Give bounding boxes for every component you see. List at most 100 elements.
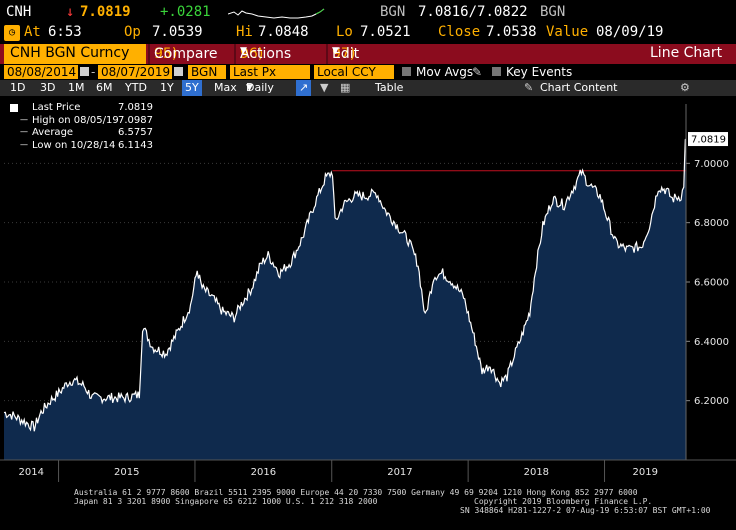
at-time: 6:53	[48, 24, 82, 40]
low-value: 7.0521	[360, 24, 411, 40]
period-max[interactable]: Max	[214, 81, 237, 94]
footer: Australia 61 2 9777 8600 Brazil 5511 239…	[0, 486, 736, 530]
footer-copyright: Copyright 2019 Bloomberg Finance L.P.	[474, 497, 653, 506]
x-axis: 2014 2015 2016 2017 2018 2019	[0, 459, 736, 482]
compare-label: Compare	[154, 46, 218, 62]
legend-low-value: 6.1143	[118, 139, 153, 151]
legend-low: — Low on 10/28/14 6.1143	[10, 139, 153, 153]
compare-number: 95)	[154, 46, 178, 62]
x-tick-label: 2015	[114, 467, 139, 478]
chevron-down-icon: ▼	[246, 83, 253, 93]
x-tick-label: 2014	[19, 467, 44, 478]
draw-icon[interactable]: ▼	[320, 81, 329, 94]
legend-average-value: 6.5757	[118, 127, 153, 138]
chevron-down-icon: ▼	[240, 46, 247, 56]
table-button[interactable]: Table	[375, 81, 404, 94]
edit-number: 97)	[332, 46, 356, 62]
pencil-icon[interactable]: ✎	[472, 65, 483, 79]
mov-avgs-checkbox[interactable]	[402, 67, 411, 76]
legend-average-label: Average	[32, 127, 74, 138]
close-label: Close	[438, 24, 481, 40]
period-1d[interactable]: 1D	[10, 81, 26, 94]
period-ytd[interactable]: YTD	[125, 81, 147, 94]
legend-high-label: High on 08/05/19	[32, 114, 119, 126]
close-value: 7.0538	[486, 24, 537, 40]
actions-label: Actions	[240, 46, 292, 62]
value-date: 08/09/19	[596, 24, 664, 40]
y-tick-label: 6.8000	[694, 218, 729, 229]
currency-select[interactable]: Local CCY	[314, 65, 394, 79]
at-label: At	[24, 24, 41, 40]
last-price-tag: 7.0819	[691, 135, 726, 146]
bid: 7.0816	[418, 4, 469, 20]
legend-swatch	[10, 104, 18, 112]
period-1m[interactable]: 1M	[68, 81, 85, 94]
end-date-input[interactable]: 08/07/2019	[98, 65, 172, 79]
frequency-label: Daily	[246, 81, 274, 94]
chart-legend[interactable]: Last Price 7.0819 — High on 08/05/19 7.0…	[10, 102, 153, 156]
sparkline-icon	[228, 8, 325, 19]
last-price: 7.0819	[80, 4, 131, 20]
period-1y[interactable]: 1Y	[160, 81, 174, 94]
chart-type-title: Line Chart	[650, 45, 723, 61]
footer-serial: SN 348864 H281-1227-2 07-Aug-19 6:53:07 …	[460, 506, 711, 515]
calendar-icon[interactable]	[80, 67, 89, 76]
ask-source: BGN	[540, 4, 566, 20]
line-chart-icon[interactable]: ↗	[296, 80, 312, 96]
date-dash: -	[91, 65, 96, 79]
divider	[148, 44, 150, 64]
start-date-input[interactable]: 08/08/2014	[4, 65, 78, 79]
edit-label: Edit	[332, 46, 360, 62]
actions-number: 96)	[240, 46, 264, 62]
legend-high: — High on 08/05/19 7.0987	[10, 114, 153, 128]
y-tick-label: 6.4000	[694, 337, 729, 348]
legend-last-value: 7.0819	[118, 102, 153, 113]
price-line	[3, 138, 687, 432]
price-change: +.0281	[160, 4, 211, 20]
high-value: 7.0848	[258, 24, 309, 40]
value-label: Value	[546, 24, 589, 40]
divider	[234, 44, 236, 64]
x-tick-label: 2018	[524, 467, 549, 478]
quote-details: ◷ At 6:53 Op 7.0539 Hi 7.0848 Lo 7.0521 …	[0, 24, 736, 44]
y-axis: 6.2000 6.4000 6.6000 6.8000 7.0000	[685, 104, 729, 460]
menu-bar: CNH BGN Curncy 95) Compare 96) Actions ▼…	[0, 44, 736, 64]
pencil-icon[interactable]: ✎	[524, 81, 534, 94]
quote-header: CNH ↓ 7.0819 +.0281 BGN 7.0816/7.0822 BG…	[0, 4, 736, 24]
period-6m[interactable]: 6M	[96, 81, 113, 94]
footer-contacts: Australia 61 2 9777 8600 Brazil 5511 239…	[74, 488, 638, 497]
high-marker-icon: —	[20, 114, 28, 124]
period-3d[interactable]: 3D	[40, 81, 56, 94]
bid-ask: 7.0816/7.0822	[418, 4, 528, 20]
x-tick-label: 2016	[251, 467, 276, 478]
x-tick-label: 2017	[387, 467, 412, 478]
field-select[interactable]: Last Px	[230, 65, 310, 79]
table-icon[interactable]: ▦	[340, 81, 351, 94]
key-events-checkbox[interactable]	[492, 67, 501, 76]
toolbar: 1D 3D 1M 6M YTD 1Y 5Y Max Daily ▼ ↗ ▼ ▦ …	[0, 80, 736, 96]
security-name[interactable]: CNH BGN Curncy	[4, 44, 146, 64]
y-tick-label: 6.2000	[694, 396, 729, 407]
gear-icon[interactable]: ⚙	[680, 81, 690, 94]
legend-last-label: Last Price	[32, 102, 81, 113]
ask: 7.0822	[477, 4, 528, 20]
low-marker-icon: —	[20, 139, 28, 149]
legend-high-value: 7.0987	[118, 114, 153, 126]
parameter-bar: 08/08/2014 - 08/07/2019 BGN Last Px Loca…	[0, 64, 736, 80]
mov-avgs-label: Mov Avgs	[416, 65, 474, 79]
last-price-label: 7.0819	[688, 132, 728, 147]
period-5y[interactable]: 5Y	[182, 80, 202, 96]
ticker[interactable]: CNH	[6, 4, 32, 20]
low-label: Lo	[336, 24, 353, 40]
x-tick-label: 2019	[633, 467, 658, 478]
legend-low-label: Low on 10/28/14	[32, 139, 116, 151]
source-input[interactable]: BGN	[188, 65, 226, 79]
key-events-label: Key Events	[506, 65, 573, 79]
chart-content-button[interactable]: Chart Content	[540, 81, 618, 94]
footer-contacts-2: Japan 81 3 3201 8900 Singapore 65 6212 1…	[74, 497, 378, 506]
bid-source: BGN	[380, 4, 406, 20]
down-arrow-icon: ↓	[66, 4, 75, 20]
calendar-icon[interactable]	[174, 67, 183, 76]
high-label: Hi	[236, 24, 253, 40]
